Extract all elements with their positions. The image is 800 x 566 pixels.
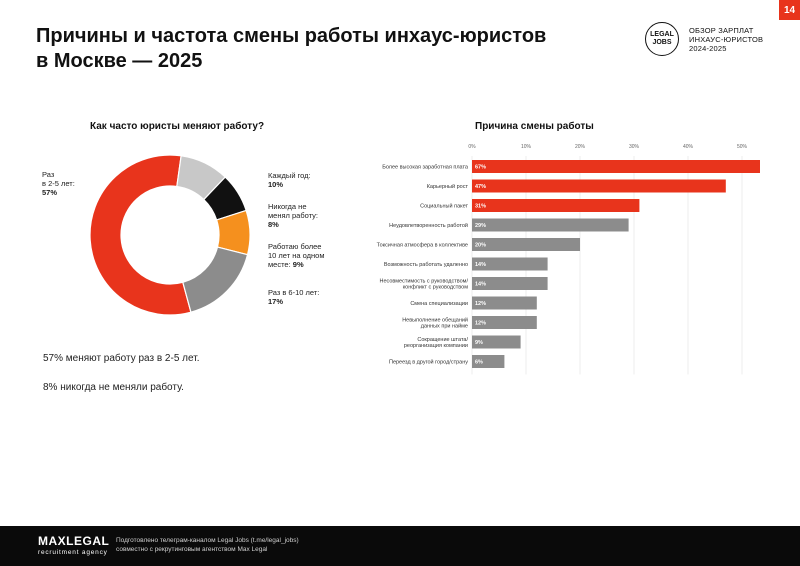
donut-chart-title: Как часто юристы меняют работу? <box>90 121 265 132</box>
donut-label-value: 57% <box>42 188 58 197</box>
page-title-line1: Причины и частота смены работы инхаус-юр… <box>36 25 547 47</box>
bar-category-label: Неудовлетворенность работой <box>389 222 468 229</box>
donut-chart <box>89 154 251 316</box>
bar <box>472 355 505 368</box>
footer-note-1: Подготовлено телеграм-каналом Legal Jobs… <box>116 537 299 544</box>
bar-category-label: данных при найме <box>421 323 468 330</box>
donut-label-2-5-years: Раз в 2-5 лет: 57% <box>42 170 75 197</box>
bar-category-label: Возможность работать удаленно <box>384 262 468 268</box>
donut-label-value: 17% <box>268 297 284 306</box>
bar <box>472 335 521 349</box>
bar-value-label: 47% <box>475 184 486 190</box>
bar <box>472 277 548 290</box>
donut-slice <box>89 154 192 316</box>
donut-label-6-10-years: Раз в 6-10 лет: 17% <box>268 288 319 306</box>
bar-category-label: Смена специализации <box>410 301 468 307</box>
donut-label-text: в 2-5 лет: <box>42 179 75 188</box>
bar-value-label: 67% <box>475 165 486 171</box>
bar-category-label: Карьерный рост <box>427 183 469 190</box>
donut-label-value: 9% <box>292 260 304 269</box>
bar-category-label: Несовместимость с руководством/ <box>379 278 468 284</box>
bar-category-label: Более высокая заработная плата <box>382 165 469 171</box>
donut-label-text: Каждый год: <box>268 171 311 180</box>
bar-x-tick-label: 0% <box>468 144 476 150</box>
bar <box>472 199 640 212</box>
summary-line-1: 57% меняют работу раз в 2-5 лет. <box>43 353 200 364</box>
brand-caption: ОБЗОР ЗАРПЛАТ ИНХАУС-ЮРИСТОВ 2024-2025 <box>689 26 763 53</box>
bar-category-label: Переезд в другой город/страну <box>389 359 468 366</box>
bar-value-label: 14% <box>475 282 486 288</box>
bar-value-label: 9% <box>475 340 483 346</box>
brand-caption-1: ОБЗОР ЗАРПЛАТ <box>689 25 754 35</box>
donut-label-text: месте: <box>268 260 291 269</box>
brand-header: LEGAL JOBS ОБЗОР ЗАРПЛАТ ИНХАУС-ЮРИСТОВ 2… <box>645 22 763 56</box>
bar-x-tick-label: 50% <box>737 144 748 150</box>
maxlegal-tagline: recruitment agency <box>38 549 108 556</box>
summary-line-2: 8% никогда не меняли работу. <box>43 382 184 393</box>
bar-category-label: Невыполнение обещаний <box>402 316 468 323</box>
legal-jobs-logo: LEGAL JOBS <box>645 22 679 56</box>
bar-category-label: реорганизация компании <box>404 343 468 349</box>
bar-x-tick-label: 30% <box>629 144 640 150</box>
bar <box>472 257 548 271</box>
bar-x-tick-label: 10% <box>521 144 532 150</box>
bar <box>472 296 537 310</box>
donut-label-text: 10 лет на одном <box>268 251 325 260</box>
bar-value-label: 14% <box>475 262 486 268</box>
bar-chart: 0%10%20%30%40%50%60%70%67%Более высокая … <box>377 144 760 375</box>
brand-caption-3: 2024-2025 <box>689 43 727 53</box>
bar-value-label: 6% <box>475 360 483 366</box>
footer-note: Подготовлено телеграм-каналом Legal Jobs… <box>116 536 299 554</box>
bar-x-tick-label: 20% <box>575 144 586 150</box>
logo-text-2: JOBS <box>652 39 672 46</box>
donut-label-text: Раз <box>42 170 55 179</box>
bar <box>472 238 580 251</box>
footer: MAXLEGAL recruitment agency Подготовлено… <box>0 526 800 566</box>
donut-label-every-year: Каждый год: 10% <box>268 171 311 189</box>
donut-label-text: Работаю более <box>268 242 322 251</box>
page-number: 14 <box>779 0 800 20</box>
bar-x-tick-label: 40% <box>683 144 694 150</box>
bar-value-label: 12% <box>475 301 486 307</box>
bar-value-label: 20% <box>475 243 486 249</box>
donut-label-text: менял работу: <box>268 211 318 220</box>
donut-label-never: Никогда не менял работу: 8% <box>268 202 318 229</box>
logo-text-1: LEGAL <box>650 31 674 38</box>
page-title: Причины и частота смены работы инхаус-юр… <box>36 24 556 74</box>
bar-category-label: Социальный пакет <box>420 203 468 210</box>
maxlegal-logo: MAXLEGAL <box>38 534 110 548</box>
bar-chart-title: Причина смены работы <box>475 121 594 132</box>
bar-category-label: Сокращение штата/ <box>417 337 468 343</box>
bar <box>472 179 726 193</box>
page-title-line2: в Москве — 2025 <box>36 50 203 72</box>
bar <box>472 316 537 329</box>
bar-category-label: конфликт с руководством <box>403 285 469 291</box>
bar-value-label: 12% <box>475 321 486 327</box>
bar-value-label: 29% <box>475 223 486 229</box>
bar <box>472 218 629 232</box>
donut-label-value: 10% <box>268 180 284 189</box>
bar <box>472 160 760 173</box>
donut-slice <box>182 246 249 313</box>
donut-label-10-plus-years: Работаю более 10 лет на одном месте: 9% <box>268 242 325 269</box>
bar-category-label: Токсичная атмосфера в коллективе <box>377 243 468 249</box>
bar-value-label: 31% <box>475 204 486 210</box>
brand-caption-2: ИНХАУС-ЮРИСТОВ <box>689 34 764 44</box>
donut-label-text: Никогда не <box>268 202 307 211</box>
donut-label-text: Раз в 6-10 лет: <box>268 288 320 297</box>
footer-note-2: совместно с рекрутинговым агентством Max… <box>116 546 268 553</box>
donut-label-value: 8% <box>268 220 279 229</box>
